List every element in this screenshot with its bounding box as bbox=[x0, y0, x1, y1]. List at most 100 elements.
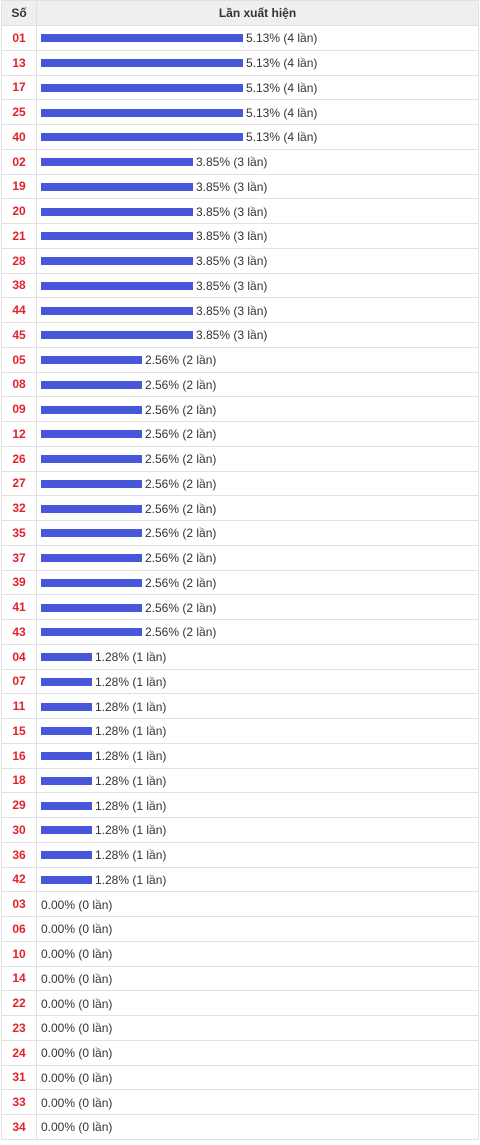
table-row: 30 1.28% (1 lần) bbox=[1, 817, 479, 843]
frequency-label: 2.56% (2 lần) bbox=[145, 551, 217, 566]
frequency-bar bbox=[41, 257, 193, 266]
frequency-bar bbox=[41, 356, 142, 365]
frequency-label: 5.13% (4 lần) bbox=[246, 56, 318, 71]
frequency-label: 0.00% (0 lần) bbox=[41, 1095, 113, 1110]
table-row: 44 3.85% (3 lần) bbox=[1, 297, 479, 323]
row-number: 42 bbox=[1, 866, 37, 893]
frequency-label: 3.85% (3 lần) bbox=[196, 204, 268, 219]
row-number: 06 bbox=[1, 916, 37, 942]
frequency-label: 1.28% (1 lần) bbox=[95, 848, 167, 863]
table-row: 33 0.00% (0 lần) bbox=[1, 1089, 479, 1115]
frequency-bar bbox=[41, 207, 193, 216]
row-number: 08 bbox=[1, 371, 37, 398]
row-number: 01 bbox=[1, 25, 37, 51]
table-row: 20 3.85% (3 lần) bbox=[1, 198, 479, 224]
frequency-label: 5.13% (4 lần) bbox=[246, 105, 318, 120]
row-number: 17 bbox=[1, 74, 37, 101]
row-number: 22 bbox=[1, 990, 37, 1016]
frequency-cell: 2.56% (2 lần) bbox=[36, 421, 479, 447]
frequency-bar bbox=[41, 331, 193, 340]
frequency-bar bbox=[41, 776, 92, 785]
frequency-bar bbox=[41, 628, 142, 637]
frequency-cell: 5.13% (4 lần) bbox=[36, 25, 479, 51]
table-body: 01 5.13% (4 lần) 13 5.13% (4 lần) 17 5.13% (4… bbox=[1, 25, 479, 1140]
frequency-cell: 2.56% (2 lần) bbox=[36, 569, 479, 596]
row-number: 32 bbox=[1, 495, 37, 521]
frequency-label: 3.85% (3 lần) bbox=[196, 328, 268, 343]
row-number: 07 bbox=[1, 668, 37, 695]
table-row: 13 5.13% (4 lần) bbox=[1, 49, 479, 76]
frequency-bar bbox=[41, 752, 92, 761]
frequency-cell: 1.28% (1 lần) bbox=[36, 841, 479, 868]
row-number: 36 bbox=[1, 841, 37, 868]
row-number: 37 bbox=[1, 544, 37, 571]
frequency-cell: 2.56% (2 lần) bbox=[36, 346, 479, 373]
frequency-cell: 0.00% (0 lần) bbox=[36, 990, 479, 1016]
frequency-label: 5.13% (4 lần) bbox=[246, 31, 318, 46]
row-number: 38 bbox=[1, 272, 37, 299]
row-number: 29 bbox=[1, 792, 37, 818]
table-row: 28 3.85% (3 lần) bbox=[1, 247, 479, 274]
table-row: 40 5.13% (4 lần) bbox=[1, 124, 479, 150]
table-row: 27 2.56% (2 lần) bbox=[1, 470, 479, 497]
row-number: 05 bbox=[1, 346, 37, 373]
table-row: 41 2.56% (2 lần) bbox=[1, 594, 479, 620]
row-number: 43 bbox=[1, 619, 37, 645]
frequency-cell: 0.00% (0 lần) bbox=[36, 965, 479, 992]
table-row: 08 2.56% (2 lần) bbox=[1, 371, 479, 398]
frequency-cell: 3.85% (3 lần) bbox=[36, 297, 479, 323]
row-number: 33 bbox=[1, 1089, 37, 1115]
frequency-cell: 3.85% (3 lần) bbox=[36, 148, 479, 175]
frequency-cell: 2.56% (2 lần) bbox=[36, 470, 479, 497]
frequency-label: 2.56% (2 lần) bbox=[145, 402, 217, 417]
frequency-label: 1.28% (1 lần) bbox=[95, 699, 167, 714]
row-number: 27 bbox=[1, 470, 37, 497]
table-row: 35 2.56% (2 lần) bbox=[1, 520, 479, 546]
table-row: 38 3.85% (3 lần) bbox=[1, 272, 479, 299]
frequency-cell: 3.85% (3 lần) bbox=[36, 198, 479, 224]
frequency-cell: 1.28% (1 lần) bbox=[36, 718, 479, 744]
row-number: 28 bbox=[1, 247, 37, 274]
frequency-label: 0.00% (0 lần) bbox=[41, 1070, 113, 1085]
frequency-label: 3.85% (3 lần) bbox=[196, 278, 268, 293]
frequency-label: 1.28% (1 lần) bbox=[95, 823, 167, 838]
frequency-label: 1.28% (1 lần) bbox=[95, 674, 167, 689]
frequency-bar bbox=[41, 405, 142, 414]
table-row: 26 2.56% (2 lần) bbox=[1, 445, 479, 472]
frequency-bar bbox=[41, 232, 193, 241]
table-row: 01 5.13% (4 lần) bbox=[1, 25, 479, 51]
table-row: 34 0.00% (0 lần) bbox=[1, 1114, 479, 1140]
row-number: 15 bbox=[1, 718, 37, 744]
table-row: 09 2.56% (2 lần) bbox=[1, 396, 479, 422]
row-number: 21 bbox=[1, 223, 37, 249]
table-row: 45 3.85% (3 lần) bbox=[1, 322, 479, 348]
frequency-cell: 0.00% (0 lần) bbox=[36, 1015, 479, 1041]
frequency-cell: 5.13% (4 lần) bbox=[36, 124, 479, 150]
frequency-cell: 0.00% (0 lần) bbox=[36, 1064, 479, 1091]
frequency-bar bbox=[41, 306, 193, 315]
row-number: 09 bbox=[1, 396, 37, 422]
frequency-bar bbox=[41, 554, 142, 563]
frequency-label: 3.85% (3 lần) bbox=[196, 229, 268, 244]
frequency-label: 0.00% (0 lần) bbox=[41, 1021, 113, 1036]
frequency-bar bbox=[41, 108, 243, 117]
frequency-label: 2.56% (2 lần) bbox=[145, 427, 217, 442]
row-number: 34 bbox=[1, 1114, 37, 1140]
frequency-cell: 1.28% (1 lần) bbox=[36, 767, 479, 794]
frequency-label: 1.28% (1 lần) bbox=[95, 872, 167, 887]
frequency-label: 3.85% (3 lần) bbox=[196, 179, 268, 194]
frequency-label: 1.28% (1 lần) bbox=[95, 749, 167, 764]
frequency-cell: 0.00% (0 lần) bbox=[36, 916, 479, 942]
frequency-cell: 3.85% (3 lần) bbox=[36, 173, 479, 200]
frequency-cell: 1.28% (1 lần) bbox=[36, 792, 479, 818]
frequency-label: 0.00% (0 lần) bbox=[41, 947, 113, 962]
frequency-cell: 2.56% (2 lần) bbox=[36, 495, 479, 521]
frequency-bar bbox=[41, 702, 92, 711]
column-header-number: Số bbox=[1, 0, 37, 26]
frequency-cell: 5.13% (4 lần) bbox=[36, 49, 479, 76]
frequency-cell: 2.56% (2 lần) bbox=[36, 396, 479, 422]
frequency-cell: 1.28% (1 lần) bbox=[36, 817, 479, 843]
frequency-bar bbox=[41, 455, 142, 464]
row-number: 39 bbox=[1, 569, 37, 596]
